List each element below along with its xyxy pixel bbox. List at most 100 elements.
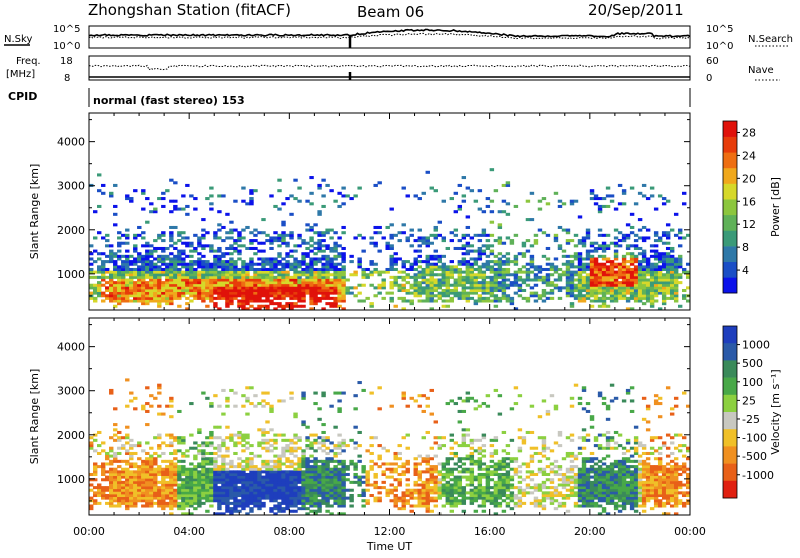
data-cell: [205, 268, 209, 271]
data-cell: [321, 494, 325, 497]
data-cell: [418, 250, 422, 253]
data-cell: [149, 405, 153, 408]
data-cell: [598, 229, 602, 232]
data-cell: [309, 176, 313, 179]
data-cell: [606, 257, 610, 260]
data-cell: [157, 392, 161, 395]
data-cell: [89, 252, 93, 255]
data-cell: [305, 229, 309, 232]
data-cell: [654, 294, 658, 297]
data-cell: [418, 292, 422, 295]
data-cell: [325, 486, 329, 489]
data-cell: [169, 200, 173, 203]
data-cell: [297, 462, 301, 465]
data-cell: [233, 239, 237, 242]
data-cell: [301, 397, 305, 400]
data-cell: [165, 504, 169, 507]
data-cell: [249, 470, 253, 473]
data-cell: [506, 257, 510, 260]
data-cell: [281, 257, 285, 260]
data-cell: [209, 470, 213, 473]
data-cell: [353, 481, 357, 484]
data-cell: [329, 247, 333, 250]
data-cell: [377, 457, 381, 460]
data-cell: [590, 242, 594, 245]
data-cell: [530, 278, 534, 281]
data-cell: [337, 468, 341, 471]
data-cell: [337, 278, 341, 281]
data-cell: [626, 297, 630, 300]
data-cell: [285, 234, 289, 237]
data-cell: [534, 268, 538, 271]
data-cell: [145, 302, 149, 305]
data-cell: [181, 292, 185, 295]
data-cell: [305, 481, 309, 484]
data-cell: [398, 497, 402, 500]
data-cell: [253, 273, 257, 276]
data-cell: [450, 239, 454, 242]
data-cell: [241, 281, 245, 284]
data-cell: [269, 302, 273, 305]
data-cell: [534, 292, 538, 295]
data-cell: [678, 231, 682, 234]
data-cell: [474, 250, 478, 253]
data-cell: [241, 465, 245, 468]
freq-left-tick-low: 8: [64, 73, 70, 84]
data-cell: [486, 260, 490, 263]
data-cell: [454, 502, 458, 505]
data-cell: [522, 439, 526, 442]
data-cell: [169, 468, 173, 471]
data-cell: [225, 491, 229, 494]
data-cell: [153, 497, 157, 500]
data-cell: [157, 384, 161, 387]
data-cell: [109, 284, 113, 287]
data-cell: [554, 234, 558, 237]
data-cell: [402, 462, 406, 465]
data-cell: [157, 489, 161, 492]
data-cell: [273, 489, 277, 492]
data-cell: [418, 462, 422, 465]
data-cell: [201, 294, 205, 297]
data-cell: [337, 255, 341, 258]
data-cell: [349, 255, 353, 258]
data-cell: [181, 499, 185, 502]
data-cell: [145, 250, 149, 253]
data-cell: [233, 507, 237, 510]
data-cell: [482, 486, 486, 489]
data-cell: [297, 278, 301, 281]
data-cell: [422, 499, 426, 502]
data-cell: [185, 205, 189, 208]
data-cell: [153, 494, 157, 497]
data-cell: [406, 489, 410, 492]
data-cell: [650, 194, 654, 197]
data-cell: [474, 478, 478, 481]
data-cell: [245, 494, 249, 497]
data-cell: [305, 223, 309, 226]
data-cell: [209, 486, 213, 489]
data-cell: [377, 465, 381, 468]
data-cell: [249, 297, 253, 300]
data-cell: [313, 476, 317, 479]
data-cell: [325, 294, 329, 297]
data-cell: [442, 284, 446, 287]
data-cell: [634, 292, 638, 295]
data-cell: [598, 276, 602, 279]
data-cell: [622, 286, 626, 289]
data-cell: [450, 494, 454, 497]
data-cell: [89, 444, 93, 447]
data-cell: [546, 263, 550, 266]
data-cell: [430, 476, 434, 479]
data-cell: [458, 502, 462, 505]
data-cell: [594, 271, 598, 274]
data-cell: [165, 263, 169, 266]
data-cell: [149, 473, 153, 476]
data-cell: [153, 460, 157, 463]
data-cell: [285, 491, 289, 494]
data-cell: [317, 242, 321, 245]
data-cell: [602, 299, 606, 302]
data-cell: [101, 271, 105, 274]
data-cell: [217, 507, 221, 510]
data-cell: [446, 284, 450, 287]
data-cell: [650, 305, 654, 308]
data-cell: [205, 491, 209, 494]
